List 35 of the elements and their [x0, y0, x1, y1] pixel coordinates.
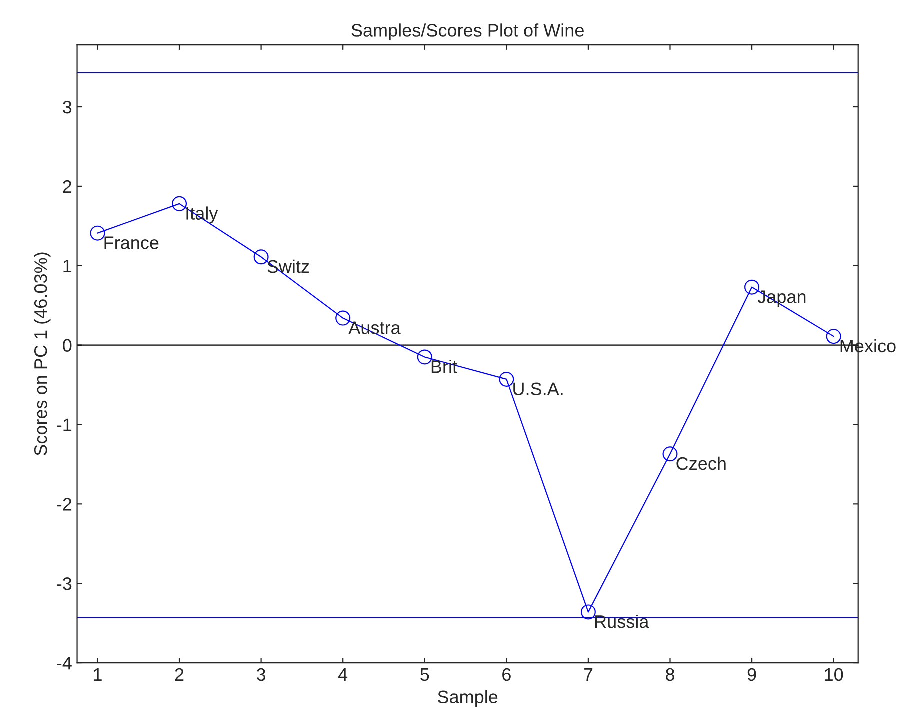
y-tick-label: 0 [63, 339, 72, 352]
point [499, 372, 514, 387]
y-tick-label: 3 [63, 100, 72, 114]
y-tick-label: 1 [64, 260, 72, 272]
y-tick-label: -1 [57, 418, 72, 432]
annotation: Czech [676, 456, 726, 470]
annotation: Brit [432, 360, 458, 374]
point [254, 250, 269, 265]
point [172, 196, 188, 212]
x-axis-title: Sample [438, 690, 498, 708]
x-tick-label: 4 [338, 668, 348, 681]
point [826, 329, 842, 344]
point [417, 350, 432, 365]
x-tick-label: 6 [502, 668, 511, 682]
y-tick-label: 2 [63, 180, 72, 193]
x-tick-label: 5 [420, 668, 430, 682]
x-tick-label: 10 [825, 668, 844, 682]
x-tick-label: 8 [666, 668, 674, 682]
annotation: U.S.A. [514, 382, 563, 396]
y-tick-label: -3 [57, 578, 72, 590]
point [662, 446, 678, 462]
y-tick-label: -4 [57, 657, 72, 670]
x-tick-label: 3 [256, 668, 266, 682]
x-tick-label: 9 [748, 668, 756, 682]
y-tick-label: -2 [57, 498, 72, 511]
point [744, 280, 760, 295]
x-tick-label: 2 [175, 668, 184, 681]
x-tick-label: 7 [584, 668, 593, 681]
chart-title: Samples/Scores Plot of Wine [352, 24, 584, 40]
point [580, 604, 596, 620]
x-tick-label: 1 [94, 668, 102, 681]
annotation: Russia [595, 614, 650, 628]
point [90, 226, 106, 241]
annotation: France [104, 236, 159, 250]
y-axis-title: Scores on PC 1 (46.03%) [34, 252, 51, 456]
